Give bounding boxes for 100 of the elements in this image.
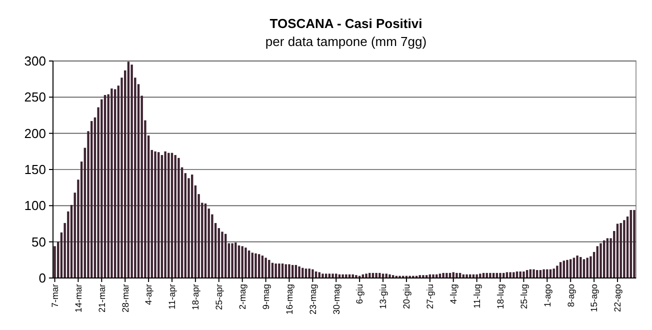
bar [633, 210, 636, 278]
bar [542, 269, 545, 278]
bar [174, 155, 176, 278]
bar [522, 271, 525, 278]
bar [274, 264, 277, 278]
bar [442, 272, 444, 278]
y-tick-label: 250 [24, 90, 46, 105]
bar [224, 234, 227, 278]
bar [456, 272, 458, 278]
bar [355, 275, 358, 278]
bar [164, 151, 166, 278]
bar [616, 224, 619, 278]
bar [630, 210, 632, 278]
bar [191, 174, 194, 278]
bar [278, 264, 280, 278]
x-tick-label: 1-ago [542, 284, 552, 308]
bar [244, 248, 247, 278]
x-tick-label: 28-mar [120, 284, 130, 313]
bar [154, 151, 156, 278]
bar [308, 268, 310, 278]
y-tick-label: 100 [24, 198, 46, 214]
bar [322, 274, 324, 278]
x-tick-label: 15-ago [589, 284, 600, 312]
bar [298, 266, 300, 278]
x-tick-label: 11-lug [472, 284, 482, 308]
bar [509, 272, 512, 278]
x-tick-label: 25-lug [518, 284, 529, 310]
x-tick-label: 18-lug [495, 284, 506, 310]
bar [104, 94, 106, 278]
bar [234, 242, 237, 278]
x-tick-label: 22-ago [612, 284, 623, 312]
bar [345, 274, 348, 278]
x-tick-label: 16-mag [284, 284, 294, 315]
bar [168, 152, 170, 278]
bar [378, 272, 381, 278]
bar [160, 155, 164, 278]
bar [606, 238, 609, 278]
x-tick-label: 30-mag [331, 284, 342, 315]
bar [499, 272, 502, 278]
y-tick-label: 200 [24, 126, 46, 141]
bar [251, 252, 254, 278]
bar [590, 256, 592, 278]
x-tick-label: 7-mar [50, 284, 60, 308]
x-tick-label: 18-apr [190, 284, 201, 310]
x-tick-label: 4-lug [448, 284, 459, 304]
bar [332, 274, 334, 278]
x-tick-label: 20-giu [402, 284, 412, 310]
bar [476, 274, 478, 278]
bar [432, 274, 434, 278]
x-tick-label: 2-mag [237, 284, 248, 310]
x-tick-label: 23-mag [308, 284, 318, 315]
chart-title: TOSCANA - Casi Positivi [270, 16, 422, 31]
bar [221, 232, 224, 278]
x-tick-label: 6-giu [354, 284, 365, 304]
bar [566, 260, 568, 278]
bar [580, 257, 582, 278]
x-tick-label: 21-mar [96, 284, 107, 313]
bar [570, 259, 572, 278]
bar [248, 250, 250, 278]
bar [110, 88, 113, 278]
bar [100, 99, 103, 278]
y-tick-label: 150 [24, 162, 46, 178]
bar [261, 256, 264, 278]
bar [466, 274, 468, 278]
bar [586, 258, 588, 278]
bar [170, 152, 174, 278]
bar [288, 264, 290, 278]
bar [532, 269, 535, 278]
bar [130, 64, 133, 278]
bar [620, 223, 622, 278]
bar [388, 274, 391, 278]
bar [422, 275, 424, 278]
bar [600, 243, 602, 278]
bar [54, 246, 56, 278]
x-tick-label: 9-mag [260, 284, 271, 310]
x-tick-label: 27-giu [425, 284, 436, 310]
bar [114, 89, 116, 278]
bar [375, 272, 378, 278]
y-tick-label: 50 [32, 234, 46, 250]
bar [231, 243, 234, 278]
bar [158, 152, 160, 278]
bar [312, 269, 314, 278]
x-tick-label: 8-ago [566, 284, 576, 308]
bar [178, 158, 180, 278]
x-tick-label: 25-apr [214, 284, 224, 310]
bar [204, 203, 207, 278]
bar [603, 240, 606, 278]
x-tick-label: 11-apr [167, 284, 178, 310]
bar [582, 259, 586, 278]
bar [264, 258, 267, 278]
bar [365, 274, 368, 278]
bar [238, 245, 240, 278]
bar [446, 272, 448, 278]
chart-subtitle: per data tampone (mm 7gg) [265, 34, 427, 49]
bar [241, 246, 244, 278]
bar [342, 274, 344, 278]
y-tick-label: 0 [38, 270, 46, 286]
bar [623, 220, 626, 278]
y-tick-label: 300 [24, 54, 46, 69]
bar [572, 258, 576, 278]
